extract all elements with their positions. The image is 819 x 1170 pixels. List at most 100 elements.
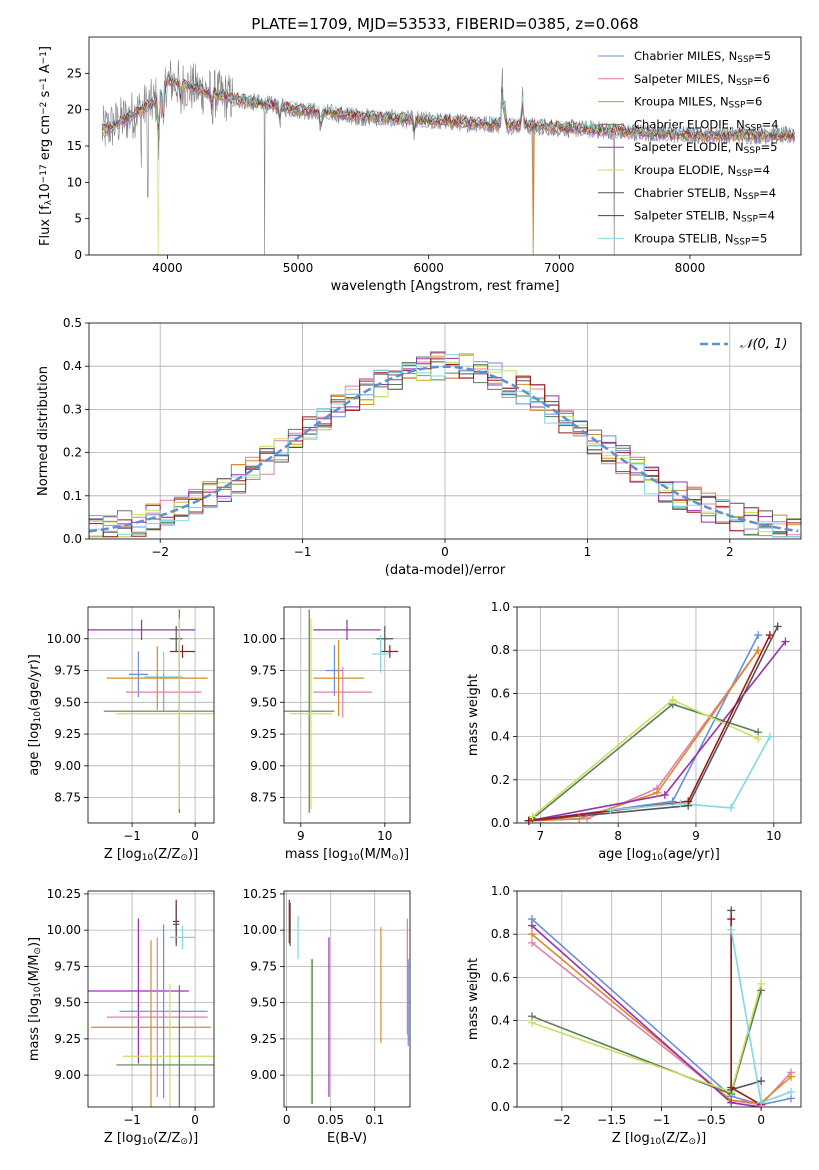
- y-tick-label: 0.8: [491, 643, 510, 657]
- label-part: SSP: [745, 124, 762, 134]
- y-tick-label: 9.75: [54, 959, 81, 973]
- label-part: SSP: [744, 146, 761, 156]
- axes-frame: [283, 606, 411, 824]
- x-axis-label: Z [log10(Z/Z⊙)]: [104, 1131, 198, 1147]
- y-tick-label: 0.2: [491, 1057, 510, 1071]
- label-part: mass [log: [285, 847, 348, 862]
- weight-marker: [668, 695, 677, 704]
- legend-entry: Chabrier ELODIE, NSSP=4: [634, 117, 779, 133]
- y-tick-label: 9.00: [250, 759, 277, 773]
- label-part: SSP: [737, 55, 754, 65]
- weight-marker: [527, 938, 536, 947]
- y-tick-label: 9.00: [54, 759, 81, 773]
- plot-area: [89, 323, 801, 539]
- x-tick-label: 2: [726, 545, 734, 559]
- x-axis-label: (data-model)/error: [385, 563, 506, 578]
- label-part: SSP: [741, 215, 758, 225]
- y-axis-label: mass [log10(M/M⊙)]: [27, 937, 43, 1061]
- x-tick-label: −1.5: [597, 1113, 626, 1127]
- label-part: ⊙: [688, 1137, 696, 1147]
- y-tick-label: 10.00: [47, 632, 81, 646]
- x-axis-label: age [log10(age/yr)]: [598, 847, 720, 863]
- x-tick-label: 10: [377, 829, 392, 843]
- label-part: −2: [39, 102, 49, 115]
- label-part: λ: [44, 199, 54, 205]
- weight-marker: [757, 1077, 766, 1086]
- plot-area: [88, 891, 214, 1107]
- y-tick-label: 9.50: [54, 996, 81, 1010]
- label-part: −1: [39, 77, 49, 90]
- weight-marker: [787, 1087, 796, 1096]
- label-part: (age/yr)]: [663, 847, 720, 862]
- y-tick-label: 0.6: [491, 686, 510, 700]
- y-tick-label: 9.25: [54, 1032, 81, 1046]
- x-tick-label: 1: [584, 545, 592, 559]
- x-tick-label: 0: [191, 1113, 199, 1127]
- label-part: =6: [745, 95, 762, 109]
- y-tick-label: 9.00: [250, 1068, 277, 1082]
- label-part: Salpeter ELODIE, N: [634, 140, 744, 154]
- x-tick-label: 5000: [283, 261, 314, 275]
- y-tick-label: 9.25: [250, 727, 277, 741]
- label-part: =6: [753, 72, 770, 86]
- label-part: 10: [142, 1137, 154, 1147]
- label-part: Chabrier MILES, N: [634, 49, 737, 63]
- label-part: (M/M: [27, 955, 42, 987]
- y-axis-label: Flux [fλ10−17 erg cm−2 s−1 A−1]: [38, 46, 54, 246]
- y-tick-label: 0.4: [491, 1014, 510, 1028]
- weight-marker: [676, 799, 685, 808]
- label-part: SSP: [736, 169, 753, 179]
- figure-title: PLATE=1709, MJD=53533, FIBERID=0385, z=0…: [251, 15, 638, 33]
- label-part: =5: [754, 49, 771, 63]
- y-tick-label: 9.75: [250, 664, 277, 678]
- label-part: A: [38, 64, 53, 77]
- label-part: =4: [753, 163, 770, 177]
- label-part: 10: [348, 853, 360, 863]
- label-part: ⊙: [33, 947, 43, 955]
- label-part: 10: [142, 853, 154, 863]
- weight-line: [531, 942, 792, 1106]
- legend-entry: Salpeter STELIB, NSSP=4: [634, 209, 775, 225]
- y-tick-label: 5: [74, 212, 82, 226]
- label-part: (Z/Z: [661, 1131, 688, 1146]
- legend-entry: Salpeter MILES, NSSP=6: [634, 72, 770, 88]
- label-part: age [log: [27, 723, 42, 776]
- legend-entry: Chabrier STELIB, NSSP=4: [634, 186, 776, 202]
- y-tick-label: 0.6: [491, 970, 510, 984]
- y-tick-label: 10.00: [47, 923, 81, 937]
- weight-marker: [727, 1083, 736, 1092]
- legend-entry: Kroupa STELIB, NSSP=5: [634, 231, 767, 247]
- y-tick-label: 15: [67, 139, 82, 153]
- label-part: s: [38, 90, 53, 101]
- label-part: Chabrier STELIB, N: [634, 186, 742, 200]
- y-tick-label: 8.75: [250, 791, 277, 805]
- weight-marker: [684, 797, 693, 806]
- y-tick-label: 9.50: [54, 695, 81, 709]
- weight-marker: [606, 806, 615, 815]
- label-part: )]: [188, 1131, 198, 1146]
- plot-area: [88, 607, 214, 823]
- axes-frame: [88, 322, 802, 540]
- weight-marker: [754, 646, 763, 655]
- y-tick-label: 8.75: [54, 791, 81, 805]
- weight-marker: [787, 1072, 796, 1081]
- label-part: Salpeter STELIB, N: [634, 209, 741, 223]
- x-tick-label: 0: [441, 545, 449, 559]
- label-part: 10: [33, 986, 43, 998]
- y-axis-label: Normed distribution: [36, 366, 51, 496]
- legend-entry: 𝒩(0, 1): [740, 337, 787, 352]
- axes-frame: [88, 36, 802, 256]
- label-part: erg cm: [38, 115, 53, 164]
- y-tick-label: 0.5: [63, 316, 82, 330]
- x-axis-label: Z [log10(Z/Z⊙)]: [612, 1131, 706, 1147]
- panel-residuals: −2 −1 0 1 2 0.0 0.1 0.2 0.3 0.4 0.5 (data-model)/er…: [36, 316, 802, 578]
- x-tick-label: −1: [123, 1113, 141, 1127]
- label-part: )]: [696, 1131, 706, 1146]
- label-part: −1: [39, 51, 49, 64]
- weight-marker: [575, 814, 584, 823]
- x-tick-label: 0: [191, 829, 199, 843]
- panel-weight-vs-z: −2 −1.5 −1 −0.5 0 0.0 0.2 0.4 0.6 0.8 1.0 Z [log10(…: [466, 884, 802, 1147]
- y-tick-label: 10.25: [243, 887, 277, 901]
- weight-marker: [527, 1018, 536, 1027]
